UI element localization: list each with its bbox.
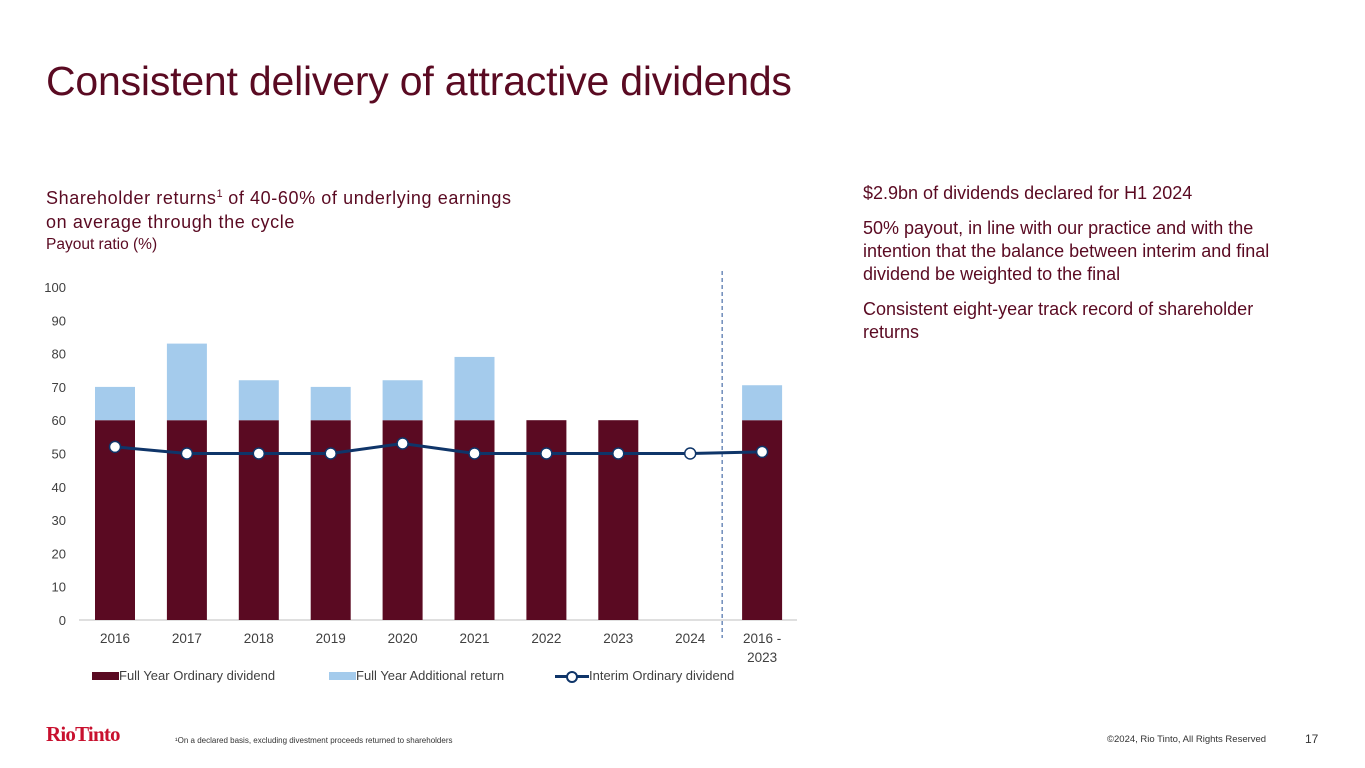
- chart-heading-footnote-marker: 1: [216, 188, 223, 200]
- key-points: $2.9bn of dividends declared for H1 2024…: [863, 182, 1308, 356]
- legend-label-ordinary: Full Year Ordinary dividend: [119, 668, 276, 683]
- legend-label-additional: Full Year Additional return: [356, 668, 505, 683]
- copyright: ©2024, Rio Tinto, All Rights Reserved: [1107, 734, 1267, 745]
- y-tick-label: 30: [52, 513, 66, 528]
- bar-additional: [310, 386, 351, 421]
- y-tick-label: 50: [52, 447, 66, 462]
- x-tick-label: 2019: [316, 631, 346, 646]
- line-series: [108, 437, 769, 460]
- bar-additional: [166, 343, 207, 421]
- key-point-track-record: Consistent eight-year track record of sh…: [863, 299, 1254, 342]
- bar-additional: [95, 386, 135, 421]
- bar-additional: [742, 385, 783, 421]
- legend-swatch-ordinary: [92, 671, 119, 680]
- x-axis-labels: 2016 2017 2018 2019 2020 2021 2022 2023 2024 2016…: [100, 631, 781, 665]
- y-axis-labels: 0 10 20 30 40 50 60 70 80 90 100: [44, 280, 66, 628]
- legend-item-ordinary: Full Year Ordinary dividend: [92, 668, 275, 683]
- key-point-dividends-declared: $2.9bn of dividends declared for H1 2024: [863, 183, 1193, 203]
- interim-dividend-point: [324, 447, 337, 460]
- interim-dividend-point: [755, 445, 769, 459]
- legend-item-additional: Full Year Additional return: [329, 668, 504, 683]
- x-tick-label: 2018: [244, 631, 274, 646]
- bar-series: [95, 343, 783, 620]
- chart-heading: Shareholder returns1 of 40-60% of underl…: [46, 182, 516, 234]
- y-tick-label: 90: [52, 313, 66, 328]
- bar-ordinary: [382, 420, 423, 620]
- legend-label-interim: Interim Ordinary dividend: [589, 668, 735, 683]
- x-tick-label: 2023: [603, 631, 633, 646]
- x-tick-label: 2016 -: [743, 631, 781, 646]
- rio-tinto-logo: RioTinto: [46, 722, 121, 746]
- x-tick-label: 2020: [388, 631, 418, 646]
- interim-dividend-point: [468, 447, 481, 460]
- page-number: 17: [1305, 732, 1319, 746]
- legend-item-interim: Interim Ordinary dividend: [555, 668, 734, 683]
- x-tick-label: 2021: [459, 631, 489, 646]
- key-point-payout: 50% payout, in line with our practice an…: [863, 218, 1270, 284]
- interim-dividend-line: [114, 441, 763, 455]
- x-tick-label: 2017: [172, 631, 202, 646]
- legend-swatch-interim: [555, 670, 589, 683]
- bar-additional: [454, 356, 495, 421]
- interim-dividend-point: [180, 447, 194, 460]
- footnote: ¹On a declared basis, excluding divestme…: [175, 736, 453, 745]
- y-tick-label: 80: [52, 347, 66, 362]
- interim-dividend-point: [612, 447, 625, 460]
- chart-heading-main: Shareholder returns: [46, 188, 217, 208]
- interim-dividend-point: [396, 437, 409, 450]
- bar-additional: [382, 380, 423, 421]
- x-tick-label: 2022: [531, 631, 561, 646]
- y-tick-label: 100: [44, 280, 66, 295]
- interim-dividend-point: [252, 447, 266, 460]
- interim-dividend-point: [108, 440, 122, 454]
- bar-ordinary: [95, 420, 135, 620]
- y-tick-label: 10: [52, 580, 66, 595]
- y-tick-label: 20: [52, 546, 66, 561]
- x-tick-label: 2024: [675, 631, 706, 646]
- interim-dividend-point: [540, 447, 553, 460]
- y-tick-label: 40: [52, 480, 66, 495]
- slide-title: Consistent delivery of attractive divide…: [46, 58, 792, 104]
- chart-subtitle: Payout ratio (%): [46, 236, 158, 253]
- bar-additional: [238, 380, 279, 421]
- legend-swatch-additional: [329, 671, 356, 680]
- y-tick-label: 0: [59, 613, 66, 628]
- y-tick-label: 60: [52, 413, 66, 428]
- interim-dividend-point: [683, 447, 697, 460]
- x-tick-label: 2023: [747, 650, 777, 665]
- chart-heading-rest: of 40-60% of underlying earnings on aver…: [46, 188, 512, 232]
- y-tick-label: 70: [52, 380, 66, 395]
- x-tick-label: 2016: [100, 631, 130, 646]
